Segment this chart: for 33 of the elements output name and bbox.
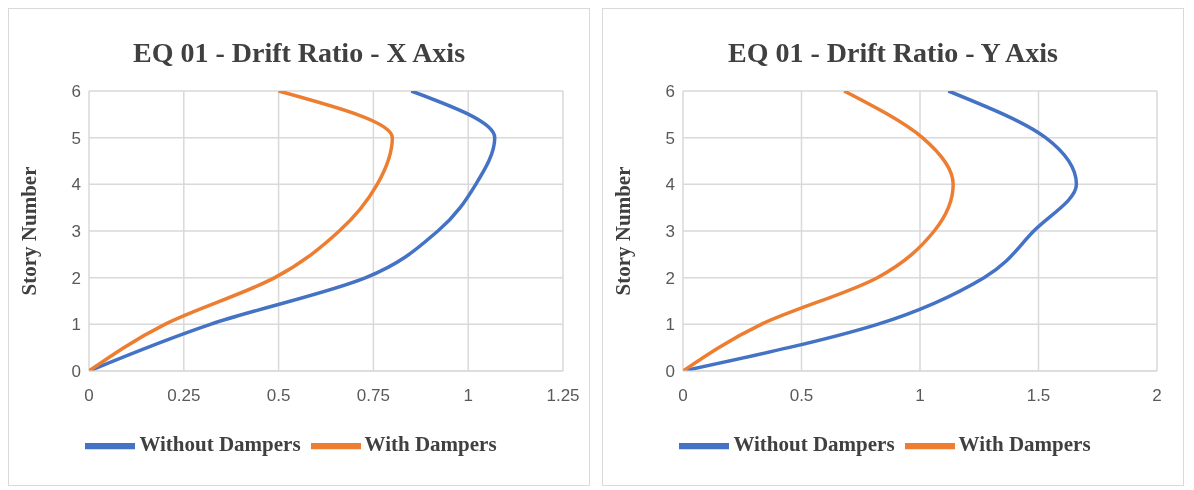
legend-label: With Dampers — [958, 431, 1091, 456]
y-axis-title: Story Number — [17, 166, 42, 296]
x-tick-label: 0.25 — [167, 386, 201, 406]
y-tick-label: 1 — [665, 315, 675, 335]
y-tick-label: 2 — [71, 268, 81, 288]
x-tick-label: 0 — [678, 386, 688, 406]
y-tick-label: 5 — [665, 128, 675, 148]
y-tick-label: 6 — [665, 82, 675, 102]
x-tick-label: 0 — [84, 386, 94, 406]
x-tick-label: 2 — [1152, 386, 1162, 406]
y-tick-label: 6 — [71, 82, 81, 102]
y-tick-label: 2 — [665, 268, 675, 288]
x-tick-label: 1 — [463, 386, 473, 406]
y-axis-title: Story Number — [611, 166, 636, 296]
y-tick-label: 4 — [665, 175, 675, 195]
legend-label: Without Dampers — [139, 431, 301, 456]
x-tick-label: 1.5 — [1026, 386, 1051, 406]
x-tick-label: 0.5 — [266, 386, 291, 406]
chart-title: EQ 01 - Drift Ratio - Y Axis — [727, 37, 1059, 70]
y-tick-label: 3 — [665, 222, 675, 242]
y-tick-label: 0 — [71, 362, 81, 382]
x-tick-label: 0.5 — [789, 386, 814, 406]
x-tick-label: 1 — [915, 386, 925, 406]
legend-label: Without Dampers — [733, 431, 895, 456]
chart-title: EQ 01 - Drift Ratio - X Axis — [131, 37, 467, 70]
y-tick-label: 4 — [71, 175, 81, 195]
y-tick-label: 3 — [71, 222, 81, 242]
y-tick-label: 0 — [665, 362, 675, 382]
legend-label: With Dampers — [364, 431, 497, 456]
x-tick-label: 0.75 — [356, 386, 390, 406]
y-tick-label: 1 — [71, 315, 81, 335]
y-tick-label: 5 — [71, 128, 81, 148]
x-tick-label: 1.25 — [546, 386, 580, 406]
